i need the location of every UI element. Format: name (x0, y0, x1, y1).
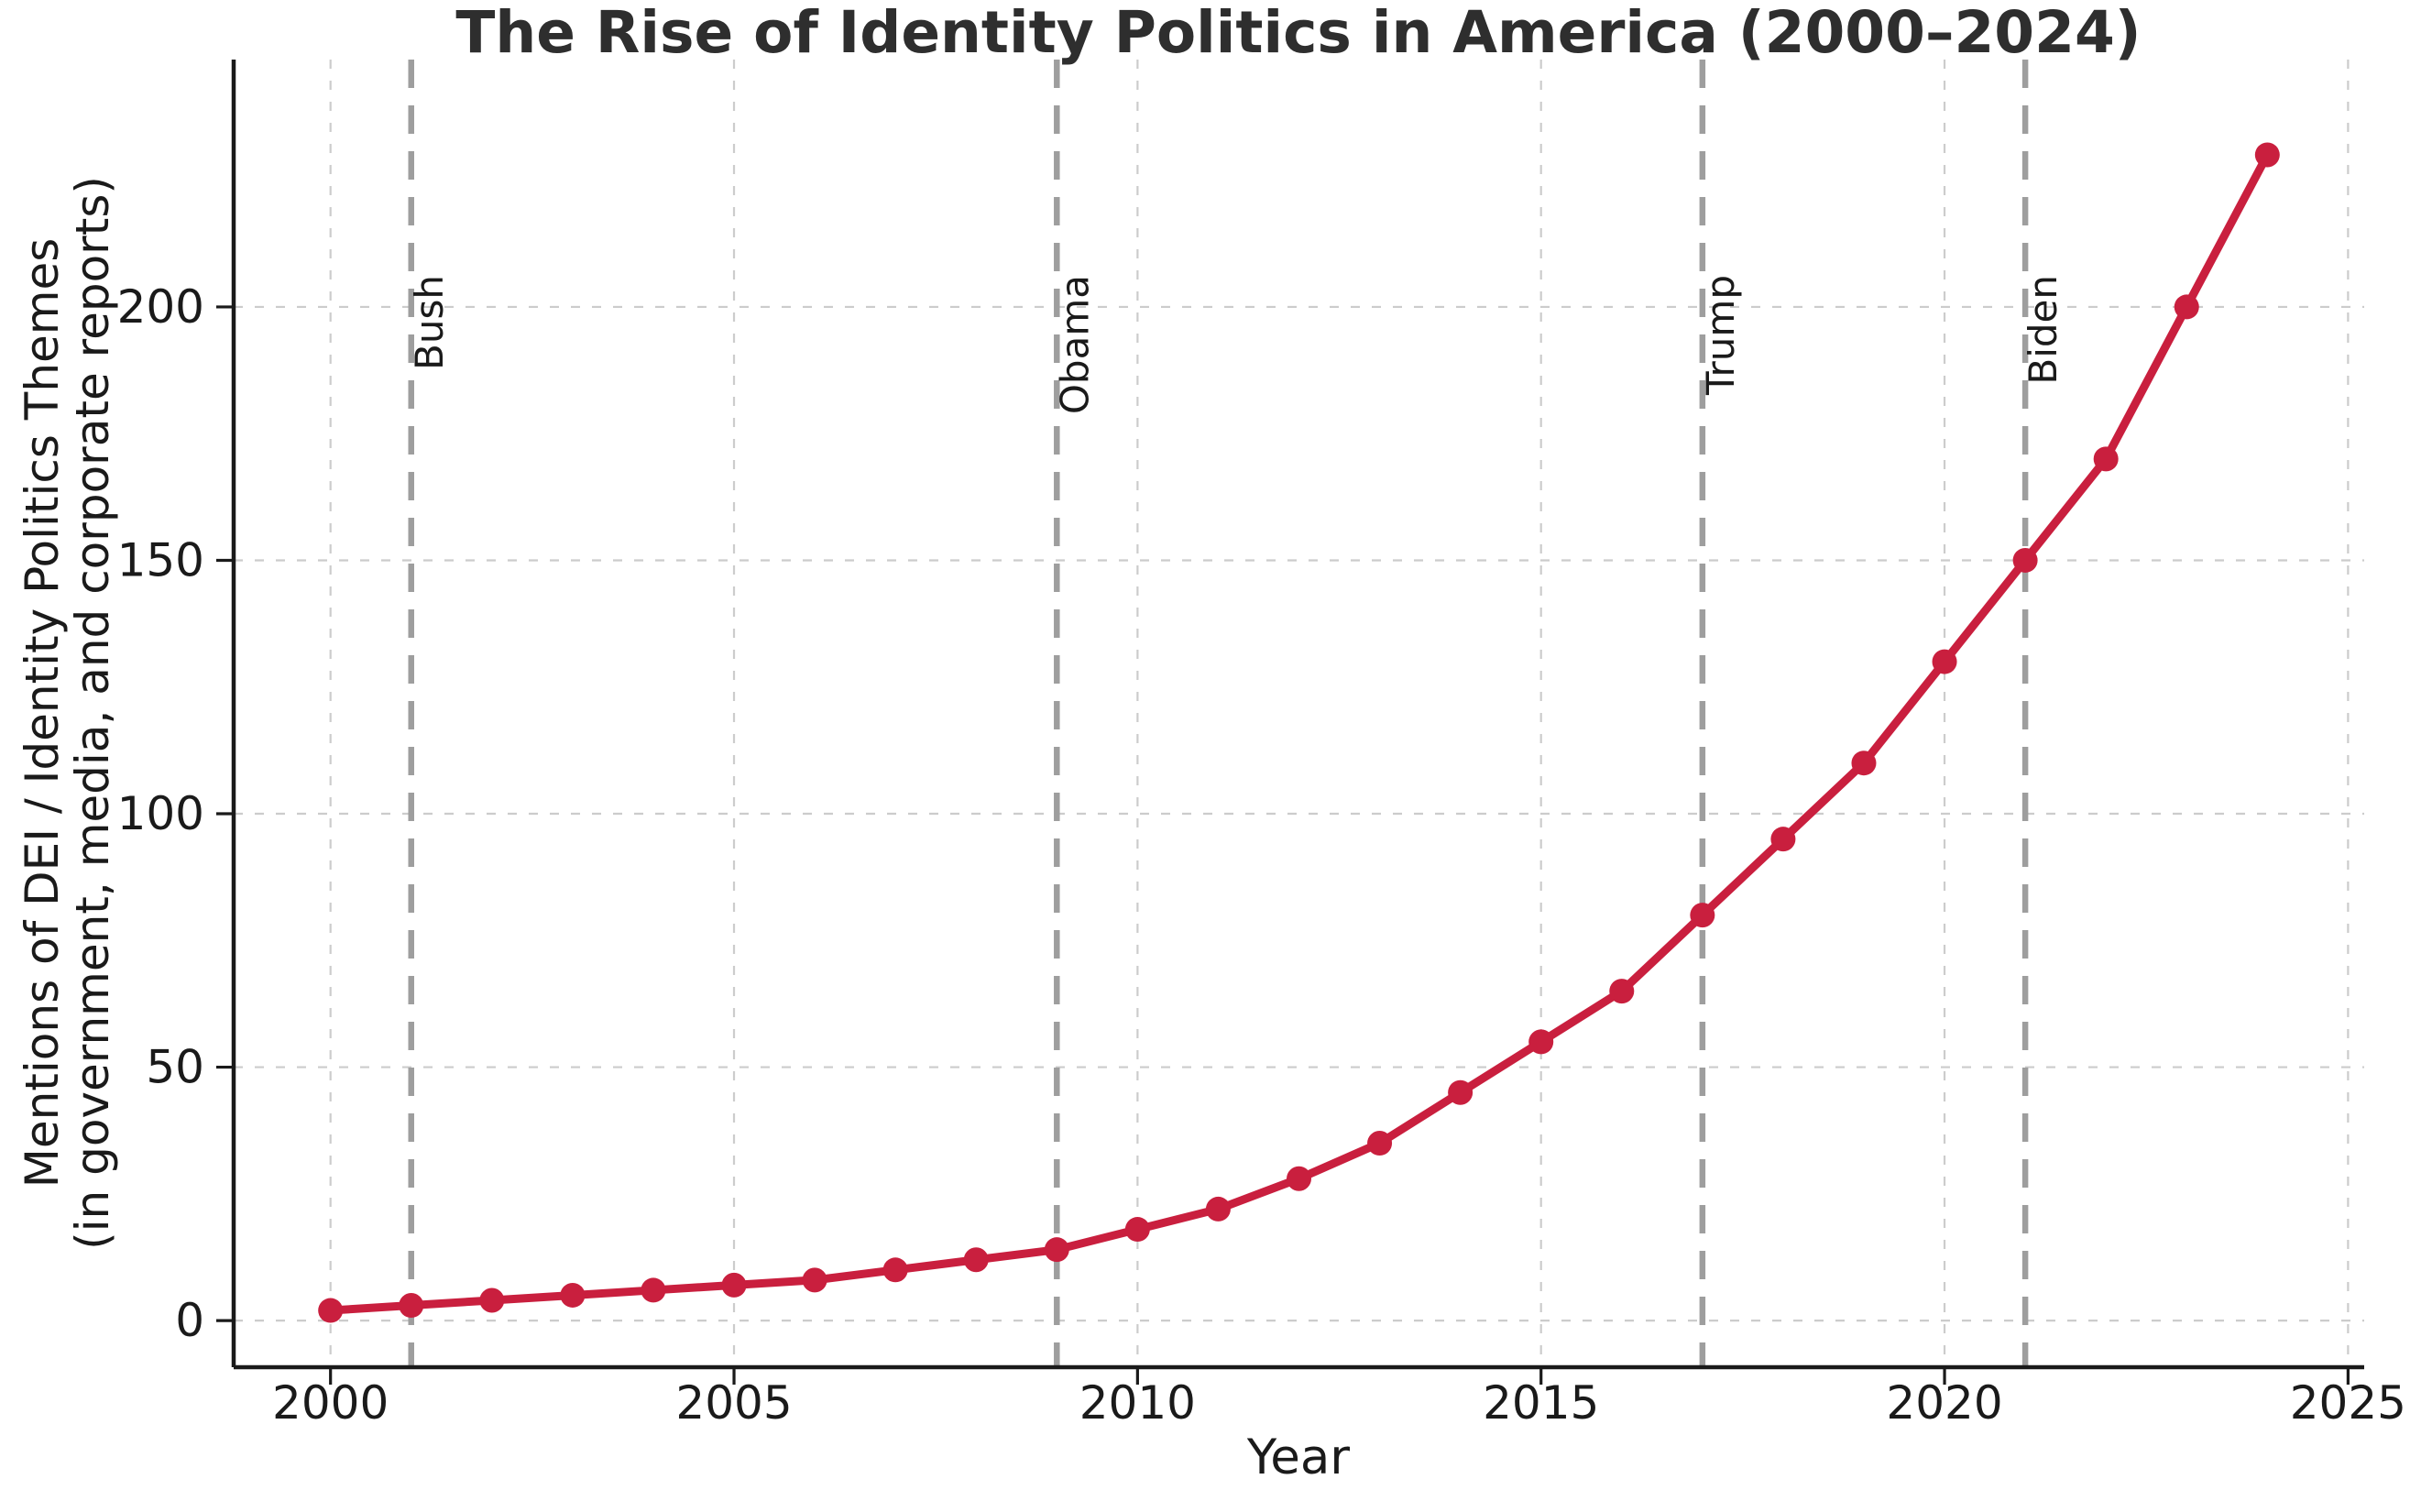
data-point-2016 (1609, 979, 1635, 1004)
data-point-2015 (1528, 1029, 1554, 1055)
data-point-2019 (1851, 751, 1877, 776)
data-point-2011 (1205, 1196, 1231, 1222)
x-tick-label: 2010 (1079, 1376, 1196, 1430)
data-point-2014 (1448, 1079, 1473, 1105)
data-point-2003 (560, 1282, 586, 1308)
x-tick-label: 2005 (675, 1376, 792, 1430)
data-point-2001 (399, 1293, 424, 1319)
data-point-2012 (1287, 1166, 1311, 1191)
president-label-trump: Trump (1698, 275, 1743, 396)
y-axis-ticks: 0 50 100 150 200 (117, 280, 234, 1347)
data-point-2009 (1044, 1237, 1069, 1263)
data-point-2007 (882, 1257, 908, 1283)
y-tick-label: 100 (117, 787, 204, 840)
president-term-labels: Bush Obama Trump Biden (407, 275, 2065, 414)
president-label-bush: Bush (407, 275, 452, 370)
data-point-2018 (1770, 827, 1796, 852)
chart-title: The Rise of Identity Politics in America… (455, 0, 2141, 66)
data-point-2013 (1367, 1131, 1393, 1156)
x-tick-label: 2020 (1886, 1376, 2002, 1430)
data-point-2005 (721, 1272, 747, 1298)
data-point-2017 (1690, 903, 1715, 928)
y-tick-label: 150 (117, 533, 204, 586)
data-point-2021 (2012, 547, 2038, 573)
president-label-obama: Obama (1052, 275, 1097, 414)
x-axis-label: Year (1246, 1430, 1350, 1485)
x-tick-label: 2025 (2290, 1376, 2406, 1430)
y-tick-label: 0 (175, 1294, 204, 1347)
y-tick-label: 200 (117, 280, 204, 334)
y-axis-label-line1: Mentions of DEI / Identity Politics Them… (16, 238, 69, 1189)
x-tick-label: 2000 (272, 1376, 389, 1430)
axes-spines (231, 60, 2364, 1370)
data-point-2020 (1932, 649, 1957, 674)
data-point-2010 (1124, 1217, 1150, 1243)
y-axis-label-line2: (in government, media, and corporate rep… (66, 176, 119, 1250)
x-axis-ticks: 2000 2005 2010 2015 2020 2025 (272, 1367, 2406, 1430)
data-point-2000 (318, 1298, 344, 1323)
x-tick-label: 2015 (1483, 1376, 1599, 1430)
series-polyline (326, 150, 2272, 1315)
data-point-2024 (2254, 142, 2280, 168)
data-series-line (326, 150, 2272, 1315)
data-point-2006 (802, 1267, 827, 1293)
data-point-2023 (2174, 294, 2199, 320)
data-point-2008 (963, 1247, 989, 1273)
data-point-2022 (2093, 446, 2119, 472)
data-point-2002 (479, 1287, 505, 1313)
data-point-2004 (641, 1277, 666, 1303)
vertical-gridlines (329, 60, 2350, 1367)
president-term-lines (408, 60, 2029, 1367)
horizontal-gridlines (234, 305, 2364, 1322)
data-point-markers (318, 142, 2280, 1323)
y-tick-label: 50 (146, 1041, 204, 1094)
president-label-biden: Biden (2021, 275, 2065, 385)
